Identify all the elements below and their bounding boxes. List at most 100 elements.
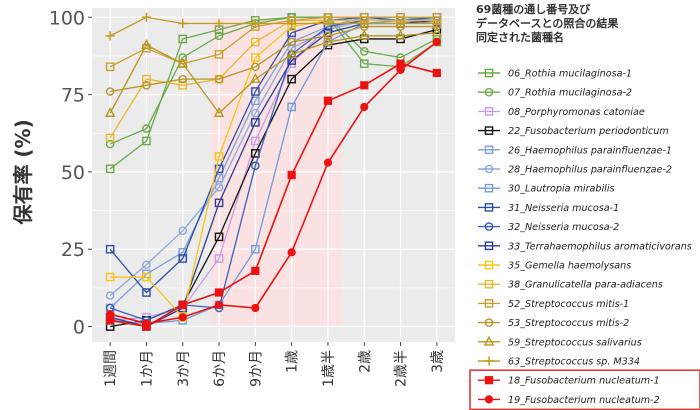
series-layer — [104, 12, 443, 331]
data-point — [105, 87, 115, 96]
legend-label: 35_Gemella haemolysans — [508, 261, 631, 272]
data-point — [141, 12, 152, 22]
series-line — [109, 16, 438, 145]
data-point — [214, 31, 224, 41]
y-axis: 0 25 50 75 100 — [49, 7, 92, 339]
data-point — [178, 300, 187, 309]
data-point — [214, 232, 224, 242]
legend-item-63-streptococcus-sp-m334: 63_Streptococcus sp. M334 — [478, 356, 640, 368]
data-point — [142, 136, 151, 146]
data-point — [323, 158, 333, 167]
y-tick-label: 0 — [73, 317, 85, 339]
data-point — [484, 68, 494, 78]
data-point — [484, 376, 494, 385]
legend-item-19-fusobacterium-nucleatum-2: 19_Fusobacterium nucleatum-2 — [478, 395, 660, 406]
data-point — [105, 272, 115, 282]
data-point — [483, 335, 495, 346]
data-point — [178, 74, 188, 84]
data-point — [360, 81, 369, 90]
data-point — [251, 244, 260, 254]
data-point — [214, 183, 224, 192]
data-point — [104, 107, 116, 117]
data-point — [214, 18, 224, 29]
data-point — [484, 107, 494, 116]
legend-label: 06_Rothia mucilaginosa-1 — [508, 69, 632, 80]
data-point — [142, 260, 151, 269]
legend-item-06-rothia-mucilaginosa-1: 06_Rothia mucilaginosa-1 — [478, 69, 632, 80]
data-point — [142, 319, 151, 328]
data-point — [178, 81, 188, 90]
data-point — [214, 300, 224, 309]
data-point — [484, 318, 494, 327]
data-point — [178, 34, 188, 44]
data-point — [359, 18, 369, 29]
data-point — [432, 37, 441, 47]
legend-label: 30_Lautropia mirabilis — [508, 184, 615, 195]
legend-item-38-granulicatella-para-adiacens: 38_Granulicatella para-adiacens — [478, 280, 663, 291]
legend-item-53-streptococcus-mitis-2: 53_Streptococcus mitis-2 — [478, 318, 629, 329]
data-point — [484, 241, 494, 251]
data-point — [251, 87, 260, 96]
data-point — [251, 303, 260, 313]
series-19-fusobacterium-nucleatum-2 — [106, 37, 441, 328]
data-point — [287, 102, 296, 112]
x-tick-label: 6か月 — [212, 350, 228, 387]
series-line — [110, 62, 438, 328]
data-point — [432, 68, 441, 78]
data-point — [250, 73, 261, 83]
data-point — [105, 139, 115, 149]
data-point — [323, 18, 333, 29]
data-point — [431, 26, 443, 37]
data-point — [142, 288, 151, 297]
data-point — [484, 145, 494, 155]
legend-item-22-fusobacterium-periodonticum: 22_Fusobacterium periodonticum — [478, 126, 669, 137]
legend-label: 22_Fusobacterium periodonticum — [508, 126, 669, 137]
legend-item-59-streptococcus-salivarius: 59_Streptococcus salivarius — [478, 335, 642, 348]
legend-label: 32_Neisseria mucosa-2 — [508, 222, 619, 233]
legend-item-31-neisseria-mucosa-1: 31_Neisseria mucosa-1 — [478, 203, 619, 214]
legend-item-08-porphyromonas-catoniae: 08_Porphyromonas catoniae — [478, 107, 645, 118]
data-point — [105, 31, 115, 41]
data-point — [323, 96, 333, 105]
x-tick-label: 9か月 — [248, 350, 264, 387]
data-point — [287, 18, 297, 29]
data-point — [214, 254, 224, 263]
data-point — [178, 53, 188, 62]
data-point — [484, 87, 494, 97]
data-point — [251, 53, 260, 62]
data-point — [322, 35, 334, 46]
x-tick-label: 1週間 — [103, 350, 119, 387]
legend-item-18-fusobacterium-nucleatum-1: 18_Fusobacterium nucleatum-1 — [478, 376, 660, 387]
series-line — [109, 16, 438, 170]
data-point — [105, 244, 115, 254]
data-point — [250, 18, 260, 29]
legend-item-30-lautropia-mirabilis: 30_Lautropia mirabilis — [478, 184, 615, 195]
y-tick-label: 75 — [61, 85, 85, 107]
data-point — [214, 198, 224, 208]
legend-title-line: 69菌種の通し番号及び — [476, 2, 591, 16]
data-point — [142, 124, 151, 133]
data-point — [251, 136, 260, 146]
data-point — [251, 37, 260, 47]
legend-title-line: 同定された菌種名 — [476, 30, 564, 44]
data-point — [287, 28, 296, 38]
legend-label: 38_Granulicatella para-adiacens — [508, 280, 663, 291]
legend-label: 19_Fusobacterium nucleatum-2 — [508, 395, 660, 406]
data-point — [178, 313, 187, 322]
data-point — [141, 39, 152, 49]
data-point — [286, 48, 297, 59]
legend-item-26-haemophilus-parainfluenzae-1: 26_Haemophilus parainfluenzae-1 — [478, 145, 672, 156]
legend-label: 53_Streptococcus mitis-2 — [508, 318, 629, 329]
legend-item-32-neisseria-mucosa-2: 32_Neisseria mucosa-2 — [478, 222, 619, 233]
data-point — [396, 65, 405, 74]
data-point — [395, 29, 406, 40]
data-point — [105, 133, 115, 143]
legend-item-07-rothia-mucilaginosa-2: 07_Rothia mucilaginosa-2 — [478, 88, 632, 99]
legend-label: 33_Terrahaemophilus aromaticivorans — [508, 241, 692, 252]
data-point — [142, 272, 151, 282]
data-point — [484, 203, 494, 212]
data-point — [178, 18, 188, 29]
data-point — [484, 164, 494, 174]
data-point — [359, 46, 369, 56]
data-point — [105, 164, 115, 174]
